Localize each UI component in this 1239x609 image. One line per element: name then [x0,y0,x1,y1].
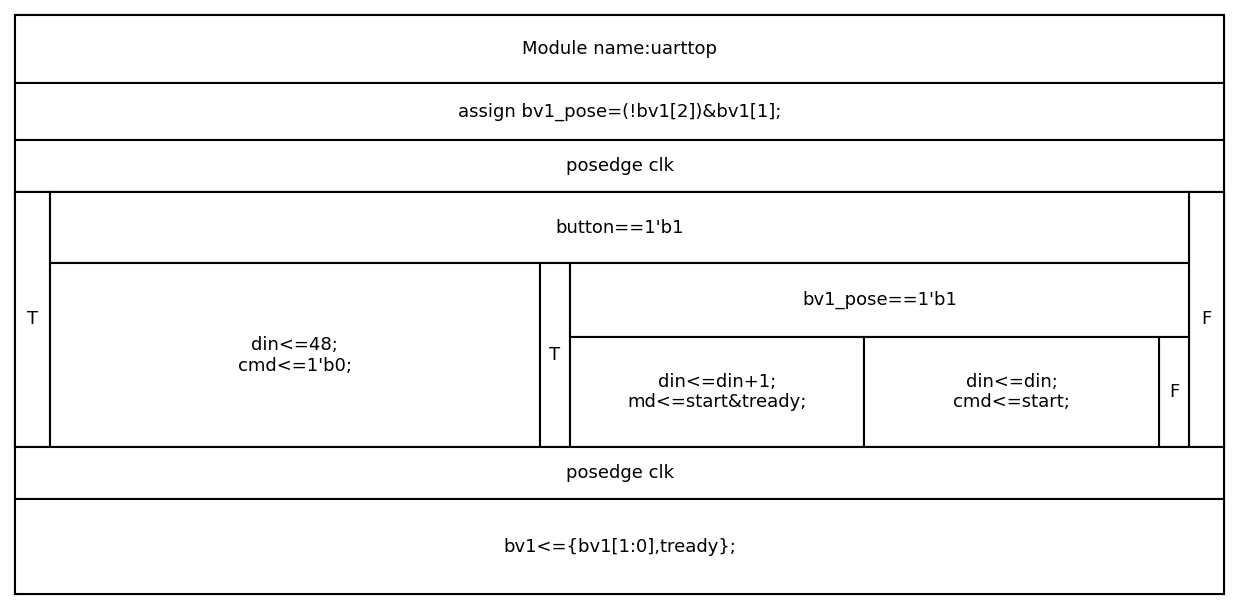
Bar [865,337,1158,447]
Text: T: T [549,346,560,364]
Bar [1189,192,1224,447]
Text: posedge clk: posedge clk [565,157,674,175]
Text: bv1<={bv1[1:0],tready};: bv1<={bv1[1:0],tready}; [503,538,736,555]
Bar [15,447,1224,499]
Bar [15,83,1224,140]
Bar [15,499,1224,594]
Bar [50,264,540,447]
Text: assign bv1_pose=(!bv1[2])&bv1[1];: assign bv1_pose=(!bv1[2])&bv1[1]; [458,102,781,121]
Text: din<=din+1;
md<=start&tready;: din<=din+1; md<=start&tready; [627,373,807,411]
Text: Module name:uarttop: Module name:uarttop [522,40,717,58]
Text: F: F [1168,383,1180,401]
Bar [15,192,50,447]
Text: bv1_pose==1'b1: bv1_pose==1'b1 [802,291,957,309]
Bar [1158,337,1189,447]
Bar [570,264,1189,337]
Bar [15,192,1224,447]
Bar [15,140,1224,192]
Bar [570,337,865,447]
Bar [15,15,1224,83]
Text: din<=din;
cmd<=start;: din<=din; cmd<=start; [953,373,1070,411]
Text: posedge clk: posedge clk [565,464,674,482]
Text: din<=48;
cmd<=1'b0;: din<=48; cmd<=1'b0; [238,336,352,375]
Bar [540,264,570,447]
Text: button==1'b1: button==1'b1 [555,219,684,237]
Text: F: F [1202,311,1212,328]
Bar [50,192,1189,264]
Text: T: T [27,311,38,328]
